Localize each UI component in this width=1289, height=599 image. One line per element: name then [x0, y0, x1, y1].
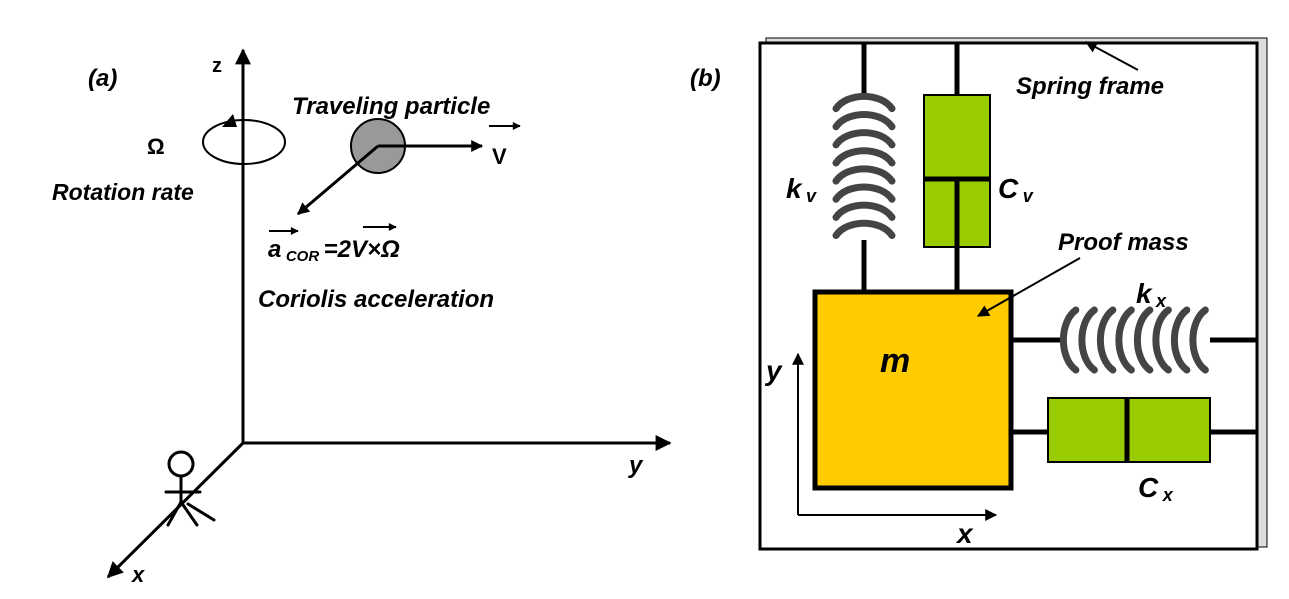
proof-mass-pointer [976, 257, 1081, 317]
coriolis-a: a [268, 236, 281, 263]
spring-coil [1078, 306, 1098, 374]
panel-b: (b) Spring frame k v C v m Proof mass [690, 37, 1268, 551]
x-axis-label: x [131, 562, 145, 587]
coriolis-vector [297, 144, 379, 216]
ky-sub: v [806, 186, 817, 206]
spring-coil [832, 93, 896, 113]
spring-coil [1134, 306, 1154, 374]
coriolis-subscript: COR [286, 248, 320, 265]
ky-label: k v [786, 173, 817, 206]
cy-sub: v [1023, 186, 1034, 206]
spring-frame-label: Spring frame [1016, 73, 1164, 100]
spring-coil [1171, 306, 1191, 374]
local-y-label: y [764, 355, 783, 386]
panel-a-tag: (a) [88, 65, 117, 92]
coriolis-equation: a COR =2V×Ω [268, 236, 400, 265]
spring-coil [832, 111, 896, 131]
spring-coil [1115, 306, 1135, 374]
coriolis-acceleration-label: Coriolis acceleration [258, 286, 494, 313]
spring-coil [832, 165, 896, 185]
cx-label: C x [1138, 472, 1174, 505]
coriolis-expression: =2V×Ω [324, 236, 400, 263]
spring-coil [832, 219, 896, 239]
kx-spring-icon [1060, 306, 1209, 374]
spring-coil [832, 129, 896, 149]
kx-sub: x [1155, 291, 1167, 311]
cx-main: C [1138, 472, 1159, 503]
rotation-arrow-icon [222, 114, 237, 127]
rotation-ellipse-icon [202, 119, 286, 165]
proof-mass-label: Proof mass [1058, 229, 1189, 256]
spring-coil [1097, 306, 1117, 374]
rotation-rate-label: Rotation rate [52, 179, 194, 205]
proof-mass [812, 289, 1014, 491]
observer-icon [164, 450, 216, 527]
traveling-particle-label: Traveling particle [292, 93, 490, 120]
spring-coil [1152, 306, 1172, 374]
velocity-label: V [492, 144, 507, 169]
cx-sub: x [1162, 485, 1174, 505]
panel-b-tag: (b) [690, 65, 721, 92]
spring-coil [832, 201, 896, 221]
spring-coil [1189, 306, 1209, 374]
cy-main: C [998, 173, 1019, 204]
kx-label: k x [1136, 278, 1167, 311]
spring-coil [832, 147, 896, 167]
panel-a: (a) z y x Ω Rotation rate Traveling part… [52, 48, 672, 587]
mass-label: m [880, 342, 910, 380]
spring-frame-pointer [1084, 41, 1139, 71]
spring-coil [832, 183, 896, 203]
ky-main: k [786, 173, 803, 204]
y-axis-label: y [628, 452, 644, 479]
spring-coil [1060, 306, 1080, 374]
cy-label: C v [998, 173, 1034, 206]
z-axis-label: z [212, 55, 222, 77]
kx-main: k [1136, 278, 1153, 309]
ky-spring-icon [832, 93, 896, 239]
omega-symbol: Ω [147, 134, 165, 159]
local-x-label: x [955, 518, 974, 549]
